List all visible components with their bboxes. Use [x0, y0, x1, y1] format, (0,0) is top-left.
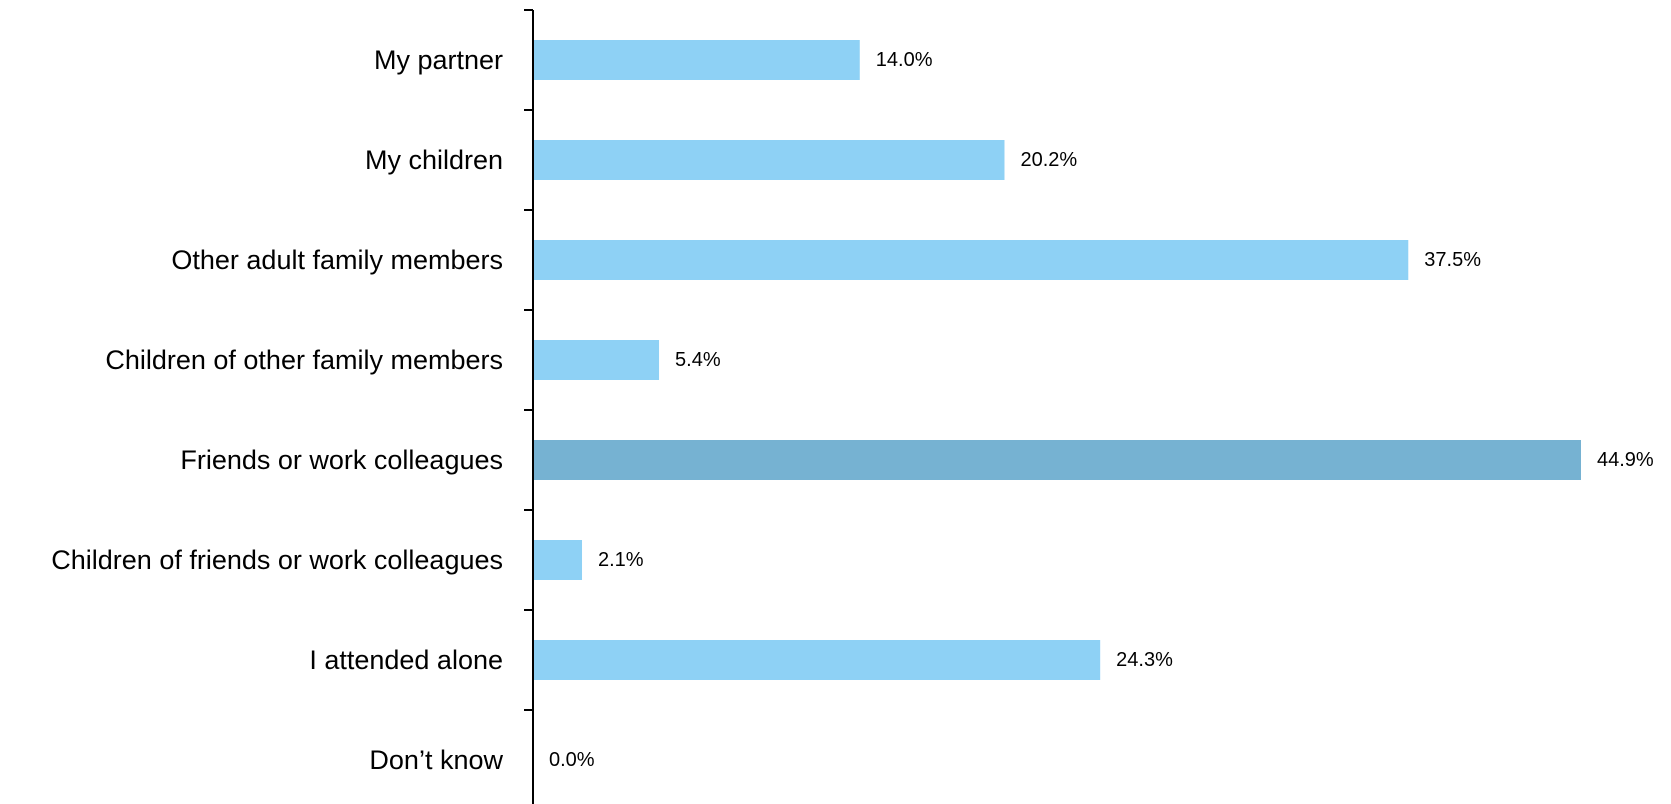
bar-other-adult-family-members: [533, 240, 1409, 280]
category-labels-group: My partner My children Other adult family …: [51, 45, 503, 775]
category-label-my-partner: My partner: [374, 45, 503, 75]
category-label-i-attended-alone: I attended alone: [309, 645, 503, 675]
category-label-other-adult-family-members: Other adult family members: [171, 245, 503, 275]
category-label-children-of-other-family-members: Children of other family members: [105, 345, 503, 375]
value-label-other-adult-family-members: 37.5%: [1424, 249, 1481, 271]
value-label-friends-or-work-colleagues: 44.9%: [1597, 449, 1654, 471]
category-label-friends-or-work-colleagues: Friends or work colleagues: [180, 445, 503, 475]
bar-my-partner: [533, 40, 860, 80]
value-labels-group: 14.0% 20.2% 37.5% 5.4% 44.9% 2.1% 24.3% 0.0%: [549, 49, 1654, 771]
value-label-children-of-friends-or-work-colleagues: 2.1%: [598, 549, 644, 571]
y-axis-group: [524, 9, 534, 804]
bar-i-attended-alone: [533, 640, 1101, 680]
category-label-children-of-friends-or-work-colleagues: Children of friends or work colleagues: [51, 545, 503, 575]
value-label-children-of-other-family-members: 5.4%: [675, 349, 721, 371]
category-label-my-children: My children: [365, 145, 503, 175]
bars-group: [533, 40, 1581, 680]
category-label-don-t-know: Don’t know: [369, 745, 503, 775]
bar-children-of-other-family-members: [533, 340, 660, 380]
bar-friends-or-work-colleagues: [533, 440, 1581, 480]
value-label-my-partner: 14.0%: [876, 49, 933, 71]
value-label-i-attended-alone: 24.3%: [1116, 649, 1173, 671]
value-label-don-t-know: 0.0%: [549, 749, 595, 771]
bar-my-children: [533, 140, 1005, 180]
value-label-my-children: 20.2%: [1020, 149, 1077, 171]
bar-children-of-friends-or-work-colleagues: [533, 540, 583, 580]
